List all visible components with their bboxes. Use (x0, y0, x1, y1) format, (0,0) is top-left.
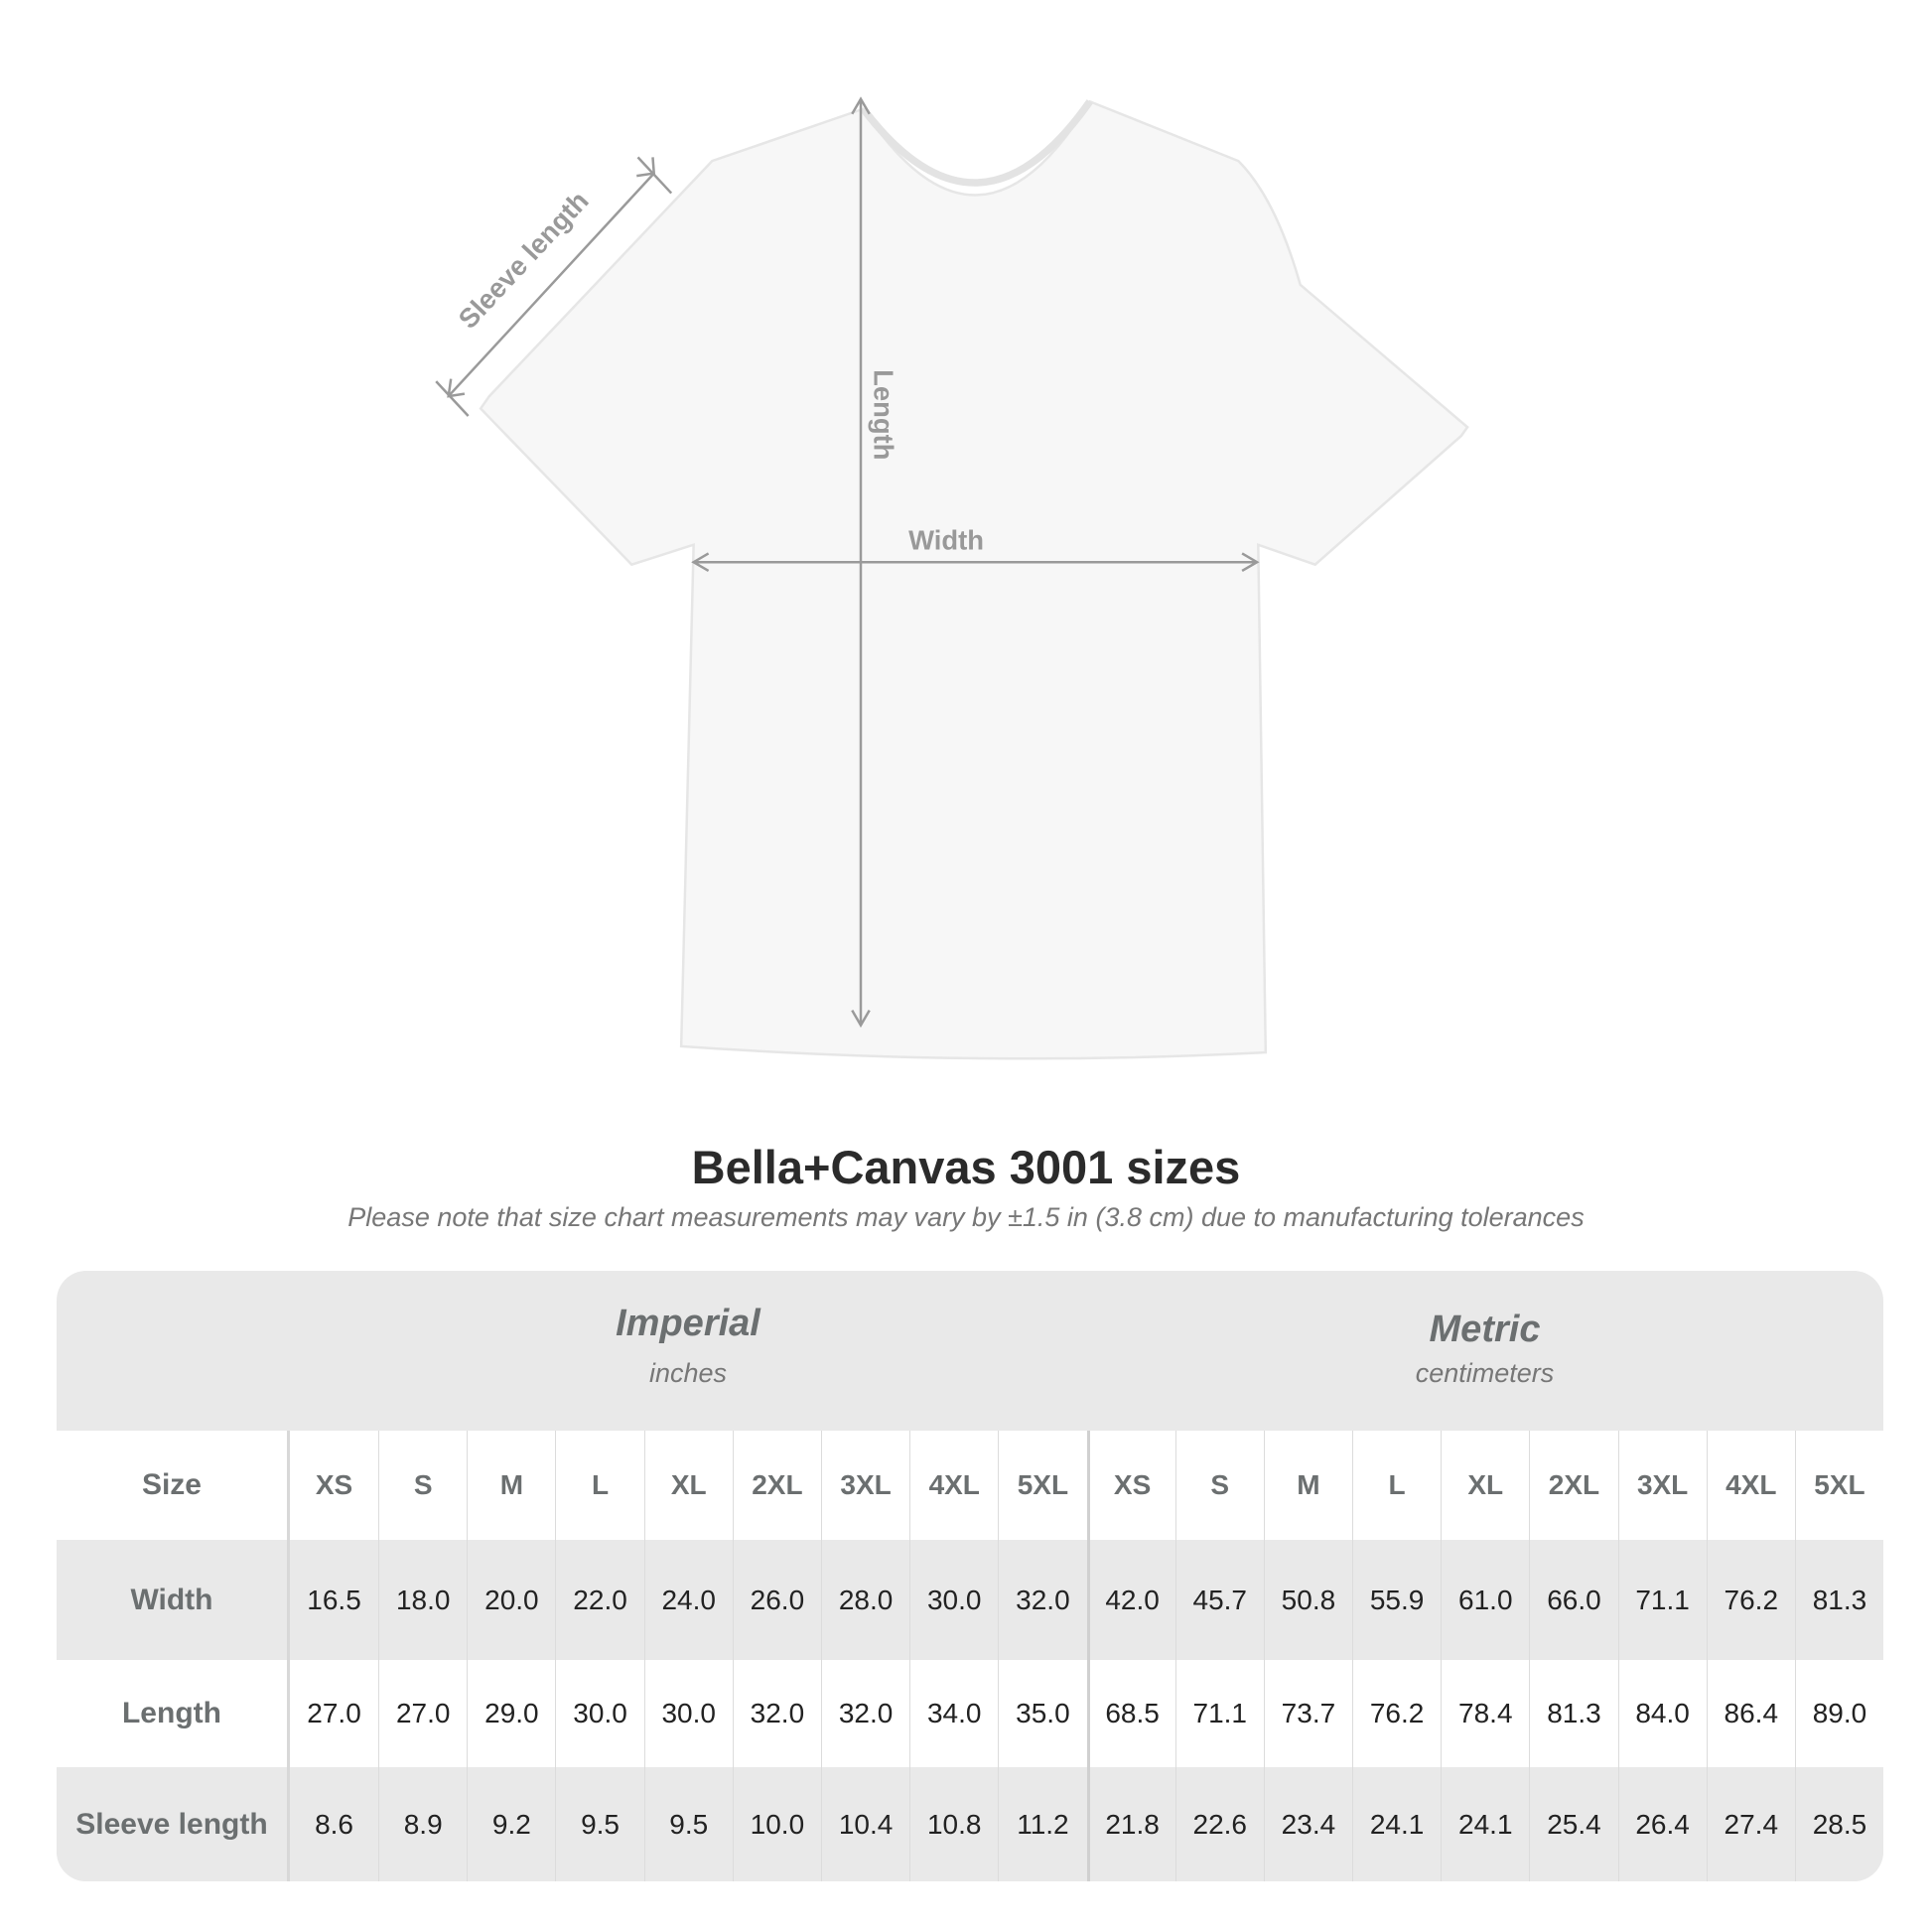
metric-value-cell: 89.0 (1794, 1660, 1883, 1767)
metric-value-cell: 22.6 (1174, 1767, 1264, 1881)
metric-value-cell: 55.9 (1352, 1540, 1441, 1660)
length-label: Length (869, 369, 899, 460)
metric-value-cell: 21.8 (1086, 1767, 1175, 1881)
metric-header: Metric centimeters (1086, 1271, 1883, 1431)
row-label: Width (57, 1540, 290, 1660)
imperial-size-header: XS (315, 1469, 353, 1500)
metric-size-header: XS (1086, 1431, 1175, 1540)
table-row-length: Length 27.0 27.0 29.0 30.0 30.0 32.0 32.0 34.0 35… (57, 1660, 1883, 1767)
imperial-size-header: M (467, 1431, 555, 1540)
metric-size-header: 4XL (1706, 1431, 1795, 1540)
metric-unit: centimeters (1415, 1358, 1555, 1388)
row-label: Sleeve length (57, 1767, 290, 1881)
imperial-value-cell: 30.0 (909, 1540, 998, 1660)
metric-value-cell: 45.7 (1174, 1540, 1264, 1660)
width-label: Width (908, 525, 984, 556)
metric-value-cell: 27.4 (1706, 1767, 1795, 1881)
metric-value-cell: 81.3 (1794, 1540, 1883, 1660)
imperial-value-cell: 32.0 (998, 1540, 1086, 1660)
metric-size-header: 3XL (1617, 1431, 1707, 1540)
metric-value-cell: 78.4 (1441, 1660, 1529, 1767)
imperial-title: Imperial (616, 1303, 760, 1344)
imperial-value-cell: 8.9 (378, 1767, 467, 1881)
metric-value-cell: 42.0 (1086, 1540, 1175, 1660)
imperial-size-header: 3XL (820, 1431, 909, 1540)
metric-value-cell: 86.4 (1706, 1660, 1795, 1767)
table-row-sleeve-length: Sleeve length 8.6 8.9 9.2 9.5 9.5 10.0 10.4 10.8… (57, 1767, 1883, 1881)
imperial-value-cell: 26.0 (732, 1540, 821, 1660)
metric-size-header: XL (1441, 1431, 1529, 1540)
imperial-unit: inches (648, 1358, 728, 1388)
imperial-value-cell: 32.0 (732, 1660, 821, 1767)
imperial-value-cell: 9.5 (555, 1767, 643, 1881)
imperial-value-cell: 11.2 (998, 1767, 1086, 1881)
tshirt-image (479, 99, 1469, 1060)
metric-value-cell: 24.1 (1441, 1767, 1529, 1881)
imperial-value-cell: 18.0 (378, 1540, 467, 1660)
imperial-value-cell: 20.0 (467, 1540, 555, 1660)
imperial-value-cell: 9.2 (467, 1767, 555, 1881)
imperial-value-cell: 8.6 (315, 1808, 353, 1840)
imperial-value-cell: 16.5 (307, 1584, 361, 1615)
imperial-size-header: L (555, 1431, 643, 1540)
tolerance-note: Please note that size chart measurements… (347, 1202, 1585, 1232)
metric-title: Metric (1429, 1309, 1541, 1350)
metric-value-cell: 28.5 (1794, 1767, 1883, 1881)
row-label: Length (57, 1660, 290, 1767)
imperial-value-cell: 24.0 (643, 1540, 733, 1660)
metric-size-header: M (1263, 1431, 1352, 1540)
metric-value-cell: 73.7 (1263, 1660, 1352, 1767)
row-label: Size (57, 1431, 290, 1540)
metric-value-cell: 66.0 (1529, 1540, 1617, 1660)
imperial-value-cell: 9.5 (643, 1767, 733, 1881)
tshirt-diagram: Sleeve length Length Width (435, 96, 1469, 1060)
imperial-value-cell: 10.4 (820, 1767, 909, 1881)
sleeve-arrow (447, 172, 655, 397)
metric-value-cell: 84.0 (1617, 1660, 1707, 1767)
imperial-size-header: XL (643, 1431, 733, 1540)
metric-value-cell: 71.1 (1174, 1660, 1264, 1767)
imperial-header: Imperial inches (290, 1271, 1086, 1431)
metric-value-cell: 50.8 (1263, 1540, 1352, 1660)
metric-value-cell: 23.4 (1263, 1767, 1352, 1881)
metric-value-cell: 24.1 (1352, 1767, 1441, 1881)
metric-value-cell: 68.5 (1086, 1660, 1175, 1767)
imperial-size-header: 5XL (998, 1431, 1086, 1540)
imperial-value-cell: 27.0 (307, 1698, 361, 1728)
metric-value-cell: 25.4 (1529, 1767, 1617, 1881)
imperial-value-cell: 10.0 (732, 1767, 821, 1881)
table-row-width: Width 16.5 18.0 20.0 22.0 24.0 26.0 28.0 30.0 32.… (57, 1540, 1883, 1660)
imperial-size-header: S (378, 1431, 467, 1540)
imperial-size-header: 2XL (732, 1431, 821, 1540)
imperial-value-cell: 22.0 (555, 1540, 643, 1660)
imperial-value-cell: 28.0 (820, 1540, 909, 1660)
metric-value-cell: 26.4 (1617, 1767, 1707, 1881)
size-table: Imperial inches Metric centimeters Size X… (57, 1271, 1883, 1881)
metric-size-header: 2XL (1529, 1431, 1617, 1540)
metric-value-cell: 61.0 (1441, 1540, 1529, 1660)
imperial-value-cell: 30.0 (555, 1660, 643, 1767)
metric-value-cell: 81.3 (1529, 1660, 1617, 1767)
imperial-value-cell: 35.0 (998, 1660, 1086, 1767)
imperial-value-cell: 29.0 (467, 1660, 555, 1767)
imperial-value-cell: 34.0 (909, 1660, 998, 1767)
imperial-value-cell: 32.0 (820, 1660, 909, 1767)
metric-value-cell: 76.2 (1352, 1660, 1441, 1767)
imperial-value-cell: 10.8 (909, 1767, 998, 1881)
imperial-value-cell: 27.0 (378, 1660, 467, 1767)
imperial-value-cell: 30.0 (643, 1660, 733, 1767)
metric-value-cell: 71.1 (1617, 1540, 1707, 1660)
metric-size-header: 5XL (1794, 1431, 1883, 1540)
metric-size-header: S (1174, 1431, 1264, 1540)
page-title: Bella+Canvas 3001 sizes (691, 1141, 1241, 1193)
metric-size-header: L (1352, 1431, 1441, 1540)
imperial-size-header: 4XL (909, 1431, 998, 1540)
metric-value-cell: 76.2 (1706, 1540, 1795, 1660)
size-header-row: Size XS S M L XL 2XL 3XL 4XL 5XL XS S M L XL 2XL 3XL 4XL 5… (57, 1431, 1883, 1540)
